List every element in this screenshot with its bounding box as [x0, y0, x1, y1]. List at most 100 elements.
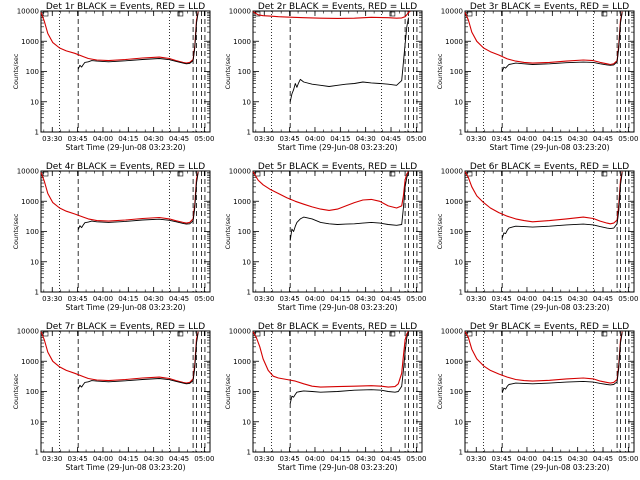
y-tick-label: 1000: [233, 198, 251, 206]
panel-9: Det 9r BLACK = Events, RED = LLD 1 10 100 10…: [436, 322, 638, 472]
legend-marker-box: [601, 171, 608, 177]
lld-rate-line: [40, 171, 199, 224]
legend-marker-box: [601, 11, 608, 17]
y-axis-label: Counts/sec: [224, 213, 232, 249]
x-tick-label: 04:15: [542, 295, 562, 303]
x-tick-label: 03:30: [254, 135, 274, 143]
x-tick-label: 04:45: [593, 295, 613, 303]
x-tick-label: 03:45: [492, 295, 512, 303]
lld-rate-line: [40, 331, 199, 384]
panel-title: Det 8r BLACK = Events, RED = LLD: [258, 322, 417, 332]
x-tick-label: 03:30: [42, 295, 62, 303]
x-tick-label: 03:45: [492, 135, 512, 143]
y-tick-label: 1000: [445, 358, 463, 366]
y-tick-label: 10: [30, 418, 39, 426]
x-tick-label: 04:30: [144, 135, 164, 143]
x-tick-label: 04:00: [305, 295, 325, 303]
x-tick-label: 03:30: [466, 455, 486, 463]
y-tick-label: 1000: [233, 358, 251, 366]
panel-5: Det 5r BLACK = Events, RED = LLD 1 10 100 10…: [224, 162, 426, 312]
lld-rate-line: [40, 11, 199, 64]
x-tick-label: 04:15: [542, 455, 562, 463]
y-tick-label: 100: [26, 388, 39, 396]
x-tick-label: 04:45: [381, 295, 401, 303]
x-tick-label: 05:00: [406, 455, 426, 463]
events-rate-line: [289, 331, 409, 404]
y-tick-label: 10: [30, 98, 39, 106]
x-tick-label: 05:00: [194, 295, 214, 303]
x-tick-label: 03:30: [42, 455, 62, 463]
y-tick-label: 1: [247, 289, 251, 297]
x-tick-label: 05:00: [194, 455, 214, 463]
x-tick-label: 05:00: [406, 295, 426, 303]
panel-6: Det 6r BLACK = Events, RED = LLD 1 10 100 10…: [436, 162, 638, 312]
panel-title: Det 3r BLACK = Events, RED = LLD: [470, 2, 629, 12]
x-tick-label: 04:30: [356, 295, 376, 303]
plot-frame: [464, 170, 635, 293]
x-tick-label: 03:45: [68, 135, 88, 143]
y-tick-label: 10000: [17, 168, 39, 176]
panel-2: Det 2r BLACK = Events, RED = LLD 1 10 100 10…: [224, 2, 426, 152]
x-tick-label: 04:15: [330, 455, 350, 463]
y-tick-label: 1000: [21, 198, 39, 206]
y-tick-label: 1000: [445, 198, 463, 206]
x-tick-label: 04:00: [517, 135, 537, 143]
x-tick-label: 04:45: [593, 135, 613, 143]
lld-rate-line: [252, 10, 411, 19]
x-tick-label: 03:30: [254, 295, 274, 303]
lld-rate-line: [252, 171, 409, 211]
y-tick-label: 10: [242, 98, 251, 106]
y-tick-label: 100: [450, 228, 463, 236]
legend-marker-box: [601, 331, 608, 337]
x-axis-label: Start Time (29-Jun-08 03:23:20): [278, 463, 398, 472]
y-tick-label: 1: [459, 289, 463, 297]
plot-frame: [464, 10, 635, 133]
x-tick-label: 04:00: [517, 295, 537, 303]
x-tick-label: 04:15: [118, 455, 138, 463]
x-tick-label: 03:45: [68, 295, 88, 303]
y-tick-label: 10: [454, 258, 463, 266]
y-tick-label: 1: [247, 449, 251, 457]
lld-rate-line: [464, 11, 623, 66]
panel-title: Det 6r BLACK = Events, RED = LLD: [470, 162, 629, 172]
plot-frame: [464, 330, 635, 453]
y-tick-label: 10000: [17, 8, 39, 16]
x-axis-label: Start Time (29-Jun-08 03:23:20): [278, 143, 398, 152]
y-axis-label: Counts/sec: [436, 373, 444, 409]
y-axis-label: Counts/sec: [12, 53, 20, 89]
x-tick-label: 03:45: [280, 455, 300, 463]
x-tick-label: 04:30: [568, 295, 588, 303]
y-axis-label: Counts/sec: [436, 53, 444, 89]
x-axis-label: Start Time (29-Jun-08 03:23:20): [490, 303, 610, 312]
y-tick-label: 10: [454, 418, 463, 426]
y-tick-label: 1000: [445, 38, 463, 46]
x-tick-label: 04:45: [381, 135, 401, 143]
x-tick-label: 03:45: [280, 135, 300, 143]
events-rate-line: [501, 172, 623, 239]
legend-marker-box: [466, 11, 473, 17]
events-rate-line: [289, 17, 409, 102]
legend-marker-box: [389, 331, 396, 337]
y-tick-label: 10000: [441, 168, 463, 176]
x-tick-label: 04:45: [593, 455, 613, 463]
y-axis-label: Counts/sec: [224, 53, 232, 89]
legend-marker-box: [177, 331, 184, 337]
y-tick-label: 10000: [441, 328, 463, 336]
events-rate-line: [501, 12, 623, 72]
legend-marker-box: [389, 171, 396, 177]
y-tick-label: 1: [459, 449, 463, 457]
x-tick-label: 04:45: [381, 455, 401, 463]
events-rate-line: [77, 12, 199, 70]
x-axis-label: Start Time (29-Jun-08 03:23:20): [66, 303, 186, 312]
legend-marker-box: [42, 11, 49, 17]
x-tick-label: 03:45: [280, 295, 300, 303]
x-tick-label: 03:30: [254, 455, 274, 463]
x-tick-label: 04:00: [93, 455, 113, 463]
y-tick-label: 1: [35, 129, 39, 137]
panel-title: Det 1r BLACK = Events, RED = LLD: [46, 2, 205, 12]
legend-marker-box: [466, 171, 473, 177]
panel-title: Det 2r BLACK = Events, RED = LLD: [258, 2, 417, 12]
x-tick-label: 04:45: [169, 295, 189, 303]
y-tick-label: 10: [30, 258, 39, 266]
x-tick-label: 05:00: [618, 455, 638, 463]
